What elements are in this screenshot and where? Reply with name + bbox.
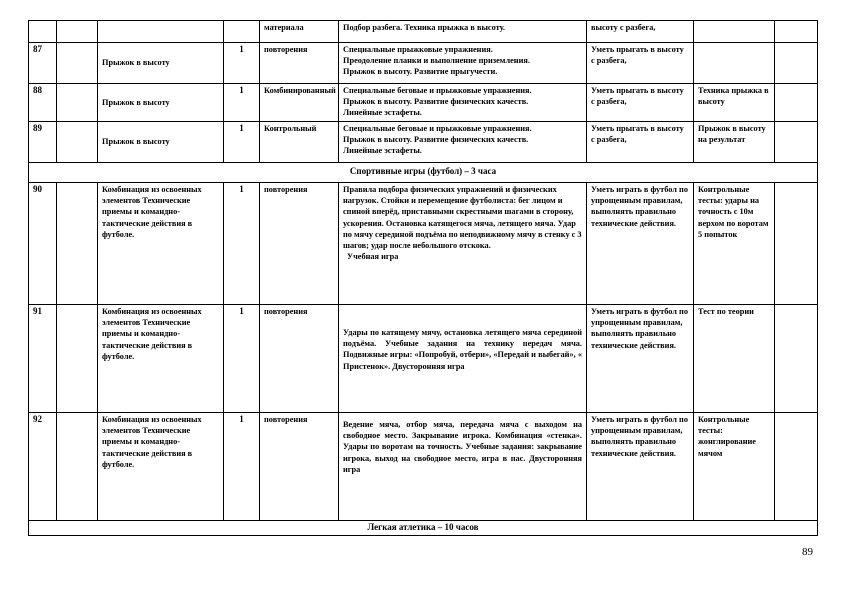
section-header-athletics: Легкая атлетика – 10 часов <box>28 520 818 536</box>
lesson-type: материала <box>259 20 339 43</box>
lesson-number: 90 <box>28 182 57 305</box>
lesson-topic <box>97 20 224 43</box>
lesson-hours: 1 <box>223 121 260 163</box>
section-header-football: Спортивные игры (футбол) – 3 часа <box>28 162 818 183</box>
lesson-content: Специальные беговые и прыжковые упражнен… <box>338 83 587 122</box>
table-row: 89 Прыжок в высоту 1 Контрольный Специал… <box>28 121 818 163</box>
content-line: Прыжок в высоту. Развитие прыгучести. <box>343 67 498 77</box>
lesson-type: повторения <box>259 42 339 84</box>
control-form: Прыжок в высоту на результат <box>693 121 775 163</box>
table-row: 88 Прыжок в высоту 1 Комбинированный Спе… <box>28 83 818 122</box>
lesson-content: Специальные беговые и прыжковые упражнен… <box>338 121 587 163</box>
notes-cell <box>774 412 818 521</box>
table-row: 91 Комбинация из освоенных элементов Тех… <box>28 304 818 413</box>
lesson-number: 88 <box>28 83 57 122</box>
lesson-number <box>28 20 57 43</box>
notes-cell <box>774 42 818 84</box>
lesson-type: повторения <box>259 412 339 521</box>
requirements: Уметь играть в футбол по упрощенным прав… <box>586 412 694 521</box>
notes-cell <box>774 304 818 413</box>
date-cell <box>56 412 98 521</box>
lesson-topic: Комбинация из освоенных элементов Технич… <box>97 304 224 413</box>
content-line: Прыжок в высоту. Развитие физических кач… <box>343 135 529 145</box>
lesson-topic: Прыжок в высоту <box>97 121 224 163</box>
lesson-type: Комбинированный <box>259 83 339 122</box>
lesson-topic: Комбинация из освоенных элементов Технич… <box>97 412 224 521</box>
control-form <box>693 20 775 43</box>
content-line: Специальные прыжковые упражнения. <box>343 45 493 54</box>
lesson-content: Правила подбора физических упражнений и … <box>338 182 587 305</box>
table-row: 92 Комбинация из освоенных элементов Тех… <box>28 412 818 521</box>
lesson-number: 87 <box>28 42 57 84</box>
requirements: Уметь играть в футбол по упрощенным прав… <box>586 182 694 305</box>
requirements: Уметь прыгать в высоту с разбега, <box>586 42 694 84</box>
content-line: Преодоление планки и выполнение приземле… <box>343 56 530 66</box>
lesson-number: 89 <box>28 121 57 163</box>
content-line: Линейные эстафеты. <box>343 146 422 156</box>
control-form <box>693 42 775 84</box>
lesson-number: 91 <box>28 304 57 413</box>
date-cell <box>56 83 98 122</box>
notes-cell <box>774 121 818 163</box>
control-form: Контрольные тесты: удары на точность с 1… <box>693 182 775 305</box>
lesson-hours <box>223 20 260 43</box>
lesson-number: 92 <box>28 412 57 521</box>
section-row: Легкая атлетика – 10 часов <box>28 520 818 536</box>
control-form: Тест по теории <box>693 304 775 413</box>
lesson-content: Удары по катящему мячу, остановка летяще… <box>338 304 587 413</box>
lesson-hours: 1 <box>223 304 260 413</box>
date-cell <box>56 42 98 84</box>
lesson-topic: Комбинация из освоенных элементов Технич… <box>97 182 224 305</box>
date-cell <box>56 182 98 305</box>
requirements: Уметь прыгать в высоту с разбега, <box>586 121 694 163</box>
date-cell <box>56 121 98 163</box>
notes-cell <box>774 20 818 43</box>
notes-cell <box>774 182 818 305</box>
lesson-type: повторения <box>259 304 339 413</box>
lesson-topic: Прыжок в высоту <box>97 83 224 122</box>
lesson-hours: 1 <box>223 412 260 521</box>
table-row: материала Подбор разбега. Техника прыжка… <box>28 20 818 43</box>
content-line: Специальные беговые и прыжковые упражнен… <box>343 124 532 133</box>
notes-cell <box>774 83 818 122</box>
control-form: Техника прыжка в высоту <box>693 83 775 122</box>
content-line: Прыжок в высоту. Развитие физических кач… <box>343 97 529 107</box>
requirements: высоту с разбега, <box>586 20 694 43</box>
control-form: Контрольные тесты: жонглирование мячом <box>693 412 775 521</box>
table-row: 90 Комбинация из освоенных элементов Тех… <box>28 182 818 305</box>
lesson-hours: 1 <box>223 42 260 84</box>
lesson-type: Контрольный <box>259 121 339 163</box>
content-extra: Учебная игра <box>347 252 399 262</box>
lesson-content: Ведение мяча, отбор мяча, передача мяча … <box>338 412 587 521</box>
lesson-hours: 1 <box>223 83 260 122</box>
date-cell <box>56 20 98 43</box>
lesson-hours: 1 <box>223 182 260 305</box>
requirements: Уметь прыгать в высоту с разбега, <box>586 83 694 122</box>
lesson-type: повторения <box>259 182 339 305</box>
lesson-content: Подбор разбега. Техника прыжка в высоту. <box>338 20 587 43</box>
table-row: 87 Прыжок в высоту 1 повторения Специаль… <box>28 42 818 84</box>
lesson-topic: Прыжок в высоту <box>97 42 224 84</box>
page-number: 89 <box>802 546 813 558</box>
content-line: Специальные беговые и прыжковые упражнен… <box>343 86 532 95</box>
content-text: Правила подбора физических упражнений и … <box>343 185 582 251</box>
requirements: Уметь играть в футбол по упрощенным прав… <box>586 304 694 413</box>
section-row: Спортивные игры (футбол) – 3 часа <box>28 162 818 183</box>
date-cell <box>56 304 98 413</box>
content-line: Линейные эстафеты. <box>343 108 422 118</box>
lesson-content: Специальные прыжковые упражнения. Преодол… <box>338 42 587 84</box>
lesson-plan-table: материала Подбор разбега. Техника прыжка… <box>28 20 818 536</box>
